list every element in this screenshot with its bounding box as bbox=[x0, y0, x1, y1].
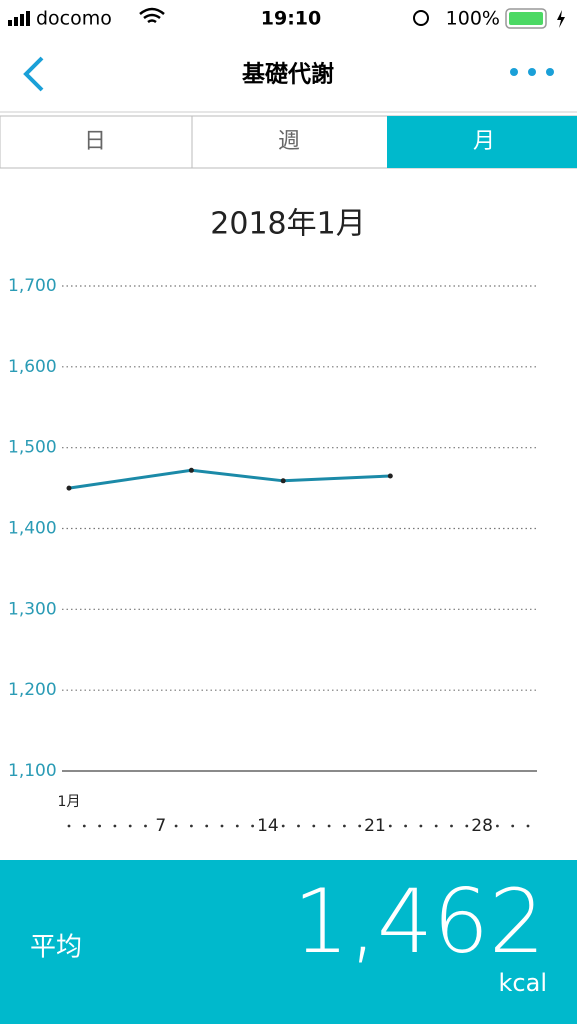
x-day-dot bbox=[511, 824, 515, 828]
summary-label: 平均 bbox=[30, 933, 82, 963]
x-day-dot bbox=[327, 824, 331, 828]
point bbox=[387, 473, 393, 479]
carrier: docomo bbox=[36, 8, 112, 30]
charging-icon bbox=[557, 10, 565, 28]
battery-frame bbox=[505, 8, 547, 29]
tab[interactable]: 月 bbox=[473, 129, 495, 154]
lock-icon bbox=[413, 10, 429, 26]
tab[interactable]: 週 bbox=[278, 129, 300, 154]
summary-value: 1,462 bbox=[293, 870, 545, 973]
y-tick-label: 1,100 bbox=[8, 761, 57, 781]
point bbox=[280, 478, 286, 484]
y-tick-label: 1,400 bbox=[8, 519, 57, 539]
x-day-dot bbox=[358, 824, 362, 828]
more-button[interactable] bbox=[510, 68, 554, 76]
chart-title: 2018年1月 bbox=[210, 207, 365, 242]
x-day-dot bbox=[281, 824, 285, 828]
x-day-dot bbox=[312, 824, 316, 828]
x-day-dot bbox=[113, 824, 117, 828]
x-day-dot bbox=[205, 824, 209, 828]
x-day-dot bbox=[82, 824, 86, 828]
x-day-dot bbox=[190, 824, 193, 828]
x-day-dot bbox=[388, 824, 392, 828]
tab[interactable]: 日 bbox=[84, 129, 106, 154]
nav-title: 基礎代謝 bbox=[242, 61, 334, 88]
x-tick-label: 14 bbox=[257, 816, 279, 836]
x-day-dot bbox=[220, 824, 224, 828]
x-day-dot bbox=[526, 824, 530, 828]
clock: 19:10 bbox=[261, 8, 321, 30]
x-day-dot bbox=[343, 824, 346, 828]
plot: 1,100 1,200 1,300 1,400 1,500 1,600 1,700 1月 7 14… bbox=[8, 276, 537, 836]
x-day-dot bbox=[465, 824, 469, 828]
x-tick-label: 21 bbox=[364, 816, 386, 836]
x-tick bbox=[67, 824, 71, 828]
x-day-dot bbox=[404, 824, 407, 828]
x-day-dot bbox=[174, 824, 178, 828]
y-tick-label: 1,200 bbox=[8, 680, 57, 700]
x-day-dot bbox=[251, 824, 255, 828]
summary-unit: kcal bbox=[499, 969, 547, 997]
x-day-dot bbox=[297, 824, 300, 828]
signal bbox=[8, 11, 30, 26]
x-day-dot bbox=[235, 824, 239, 828]
x-tick-label: 1月 bbox=[58, 794, 81, 810]
x-day-dot bbox=[128, 824, 132, 828]
battery-level: 100% bbox=[446, 8, 500, 30]
x-tick-label: 7 bbox=[155, 816, 166, 836]
y-tick-label: 1,300 bbox=[8, 599, 57, 619]
y-tick-label: 1,700 bbox=[8, 276, 57, 296]
x-day-dot bbox=[98, 824, 101, 828]
y-tick-label: 1,500 bbox=[8, 438, 57, 458]
wifi-icon bbox=[139, 7, 165, 24]
x-day-dot bbox=[434, 824, 438, 828]
battery-fill bbox=[509, 12, 543, 25]
line bbox=[68, 468, 391, 490]
back-button[interactable] bbox=[23, 56, 44, 92]
x-day-dot bbox=[450, 824, 453, 828]
x-day-dot bbox=[144, 824, 147, 828]
x-tick-label: 28 bbox=[471, 816, 493, 836]
point bbox=[188, 467, 194, 473]
summary-panel bbox=[0, 860, 577, 1024]
x-day-dot bbox=[496, 824, 499, 828]
point bbox=[66, 485, 72, 491]
x-day-dot bbox=[419, 824, 423, 828]
y-tick-label: 1,600 bbox=[8, 357, 57, 377]
tab-active bbox=[387, 116, 577, 168]
